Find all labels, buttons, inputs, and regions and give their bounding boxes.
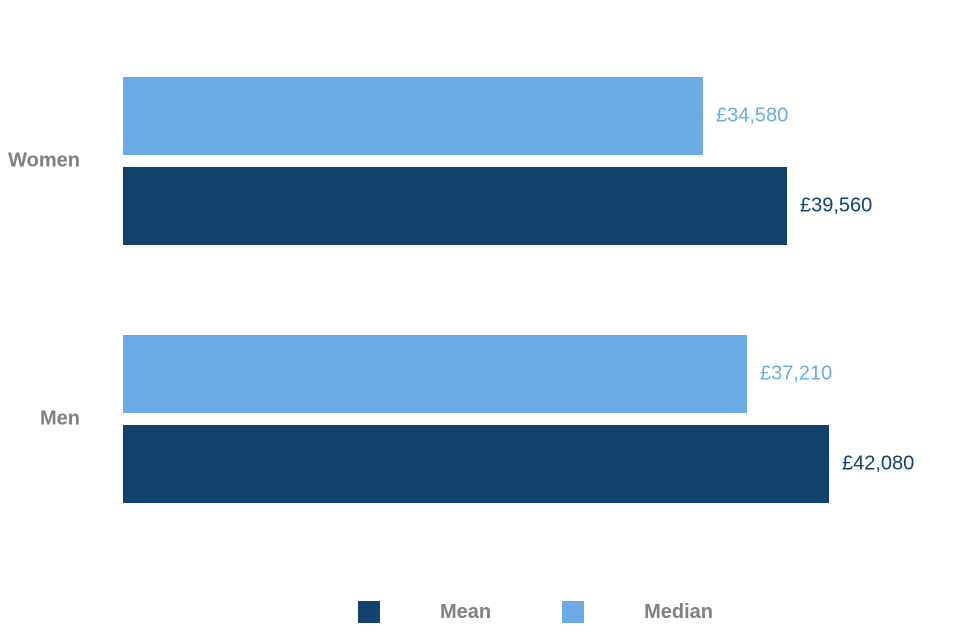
- value-label-women-median: £34,580: [716, 104, 789, 127]
- value-label-men-mean: £42,080: [842, 452, 915, 475]
- legend-swatch-mean-icon: [358, 601, 380, 623]
- category-label-women: Women: [8, 149, 80, 172]
- value-label-women-mean: £39,560: [800, 194, 873, 217]
- value-label-men-median: £37,210: [760, 362, 833, 385]
- legend-label-median: Median: [644, 601, 714, 623]
- legend-label-mean: Mean: [440, 601, 492, 623]
- legend-swatch-median-icon: [562, 601, 585, 623]
- legend-item-median: Median: [562, 601, 713, 623]
- legend-item-mean: Mean: [358, 601, 491, 623]
- legend: Mean Median: [358, 601, 713, 623]
- bar-men-median: [123, 335, 747, 413]
- bar-women-median: [123, 77, 703, 155]
- category-label-men: Men: [40, 407, 80, 430]
- bar-men-mean: [123, 425, 829, 503]
- bar-women-mean: [123, 167, 787, 245]
